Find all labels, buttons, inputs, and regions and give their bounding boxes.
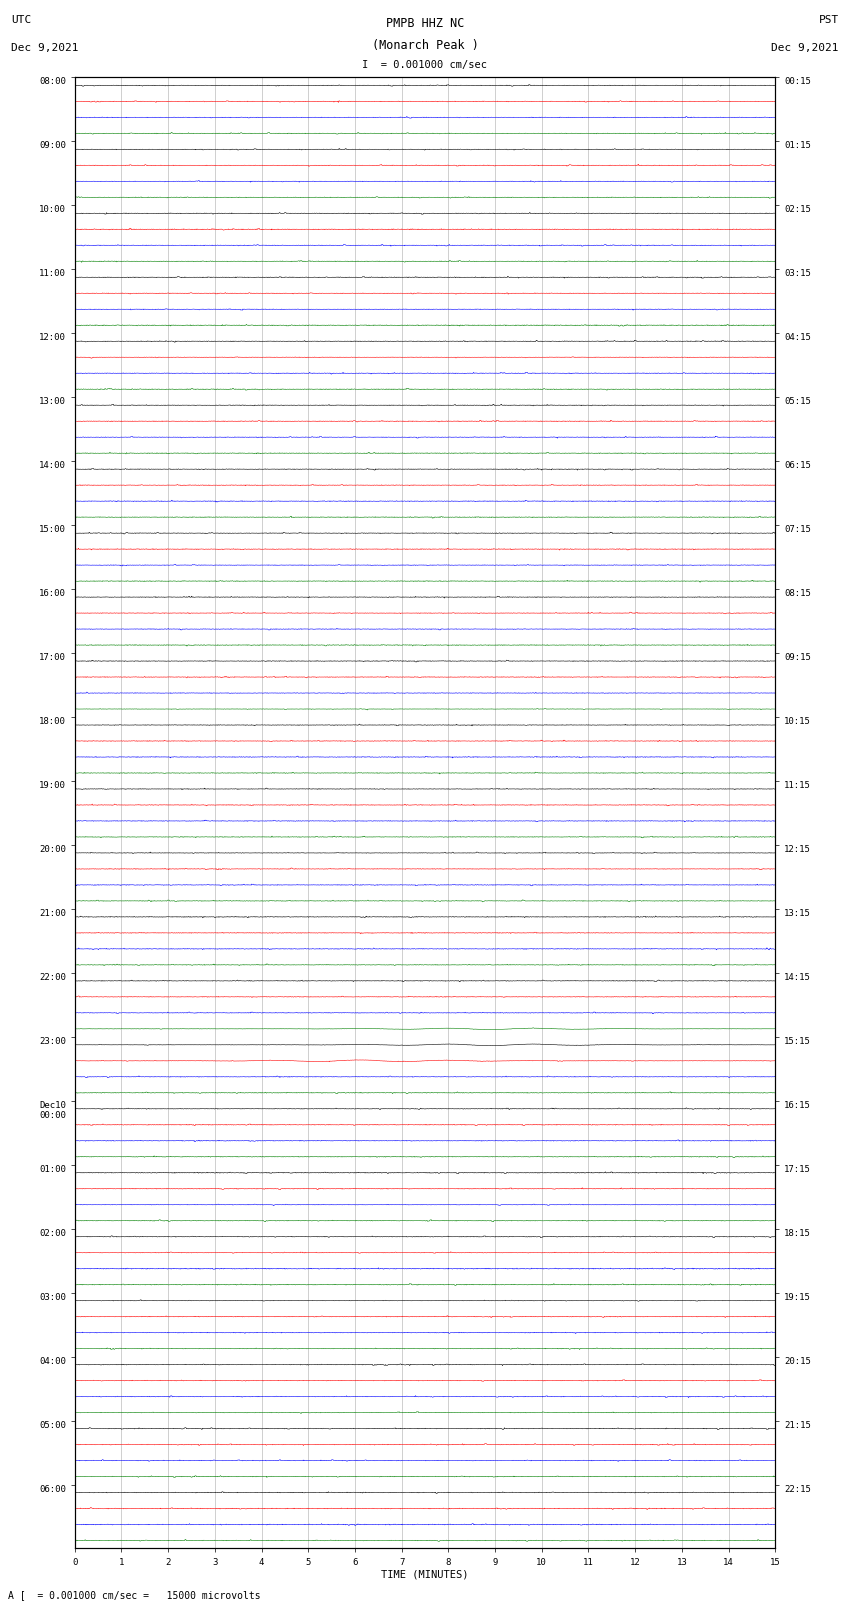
Text: PMPB HHZ NC: PMPB HHZ NC xyxy=(386,18,464,31)
Text: Dec 9,2021: Dec 9,2021 xyxy=(11,42,79,53)
Text: PST: PST xyxy=(819,16,839,26)
X-axis label: TIME (MINUTES): TIME (MINUTES) xyxy=(382,1569,468,1579)
Text: UTC: UTC xyxy=(11,16,31,26)
Text: (Monarch Peak ): (Monarch Peak ) xyxy=(371,39,479,52)
Text: A [  = 0.001000 cm/sec =   15000 microvolts: A [ = 0.001000 cm/sec = 15000 microvolts xyxy=(8,1590,261,1600)
Text: I  = 0.001000 cm/sec: I = 0.001000 cm/sec xyxy=(362,60,488,71)
Text: Dec 9,2021: Dec 9,2021 xyxy=(771,42,839,53)
